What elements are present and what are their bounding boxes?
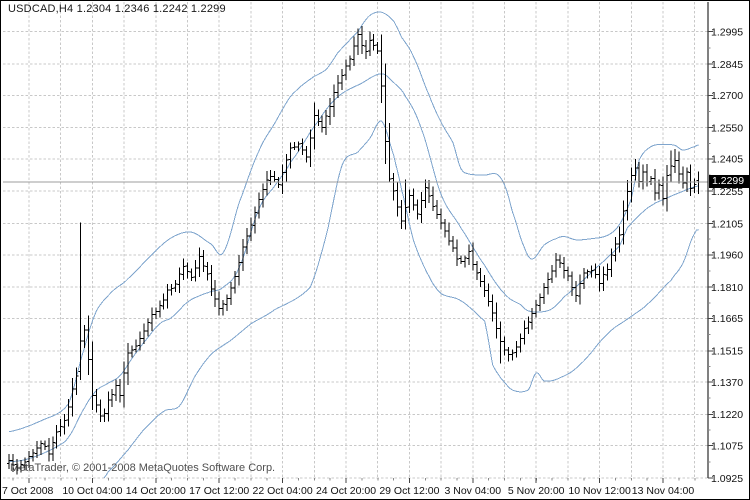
y-axis-label: 1.1075	[711, 440, 743, 452]
x-axis-label: 14 Oct 20:00	[126, 485, 186, 497]
x-axis-label: 10 Nov 12:00	[568, 485, 631, 497]
y-axis-label: 1.1515	[711, 346, 743, 358]
axis-labels: 1.2995 1.2845 1.2700 1.2550 1.2405 1.2255 1.21…	[2, 27, 743, 498]
watermark-text: MetaTrader, © 2001-2008 MetaQuotes Softw…	[10, 462, 276, 474]
x-axis-label: 5 Nov 20:00	[508, 485, 565, 497]
bar-high-low-stems	[8, 26, 700, 475]
y-axis-label: 1.2550	[711, 122, 743, 134]
y-axis-label: 1.2995	[711, 27, 743, 39]
bollinger-upper-band	[9, 11, 699, 433]
y-axis-label: 1.2255	[711, 186, 743, 198]
y-axis-label: 1.2700	[711, 90, 743, 102]
x-axis-label: 13 Nov 04:00	[632, 485, 695, 497]
axis-ticks	[12, 31, 713, 483]
bar-close-ticks	[9, 34, 701, 469]
x-axis-label: 3 Nov 04:00	[444, 485, 501, 497]
chart-title: USDCAD,H4 1.2304 1.2346 1.2242 1.2299	[8, 3, 226, 15]
y-axis-label: 1.1220	[711, 409, 743, 421]
x-axis-label: 10 Oct 04:00	[62, 485, 122, 497]
x-axis-label: 29 Oct 12:00	[379, 485, 439, 497]
bar-open-ticks	[7, 33, 699, 469]
y-axis-label: 1.2845	[711, 59, 743, 71]
x-axis-label: 22 Oct 04:00	[253, 485, 313, 497]
y-axis-label: 1.2105	[711, 218, 743, 230]
x-axis-label: 17 Oct 12:00	[189, 485, 249, 497]
y-axis-label: 1.1810	[711, 282, 743, 294]
y-axis-label: 1.1665	[711, 313, 743, 325]
x-axis-label: 24 Oct 20:00	[316, 485, 376, 497]
y-axis-label: 1.1960	[711, 250, 743, 262]
current-price-badge: 1.2299	[709, 175, 749, 188]
bollinger-lower-band	[103, 120, 699, 478]
y-axis-label: 1.1370	[711, 377, 743, 389]
y-axis-label: 1.2405	[711, 154, 743, 166]
x-axis-label: 7 Oct 2008	[2, 485, 54, 497]
ohlc-bars	[7, 26, 701, 475]
y-axis-label: 1.0925	[711, 473, 743, 485]
